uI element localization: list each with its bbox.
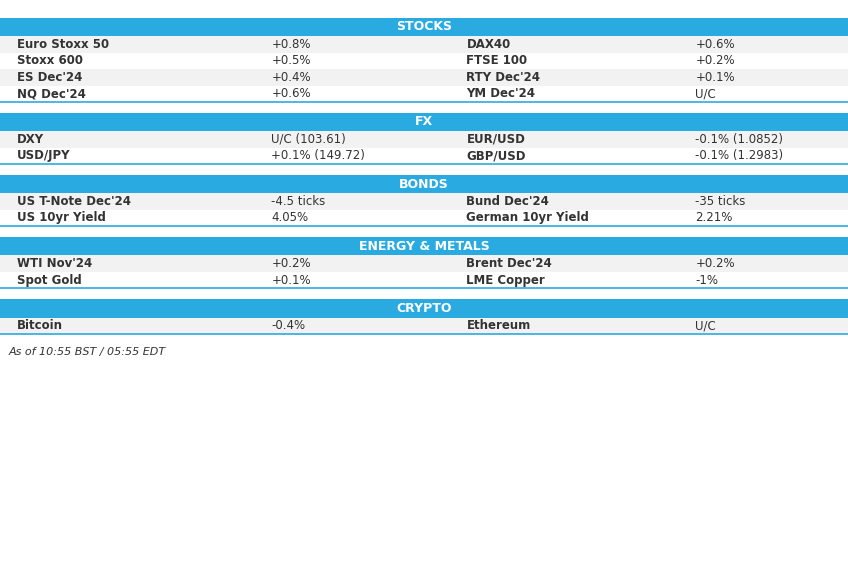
FancyBboxPatch shape xyxy=(0,69,848,86)
Text: RTY Dec'24: RTY Dec'24 xyxy=(466,71,540,84)
Text: Euro Stoxx 50: Euro Stoxx 50 xyxy=(17,38,109,51)
Text: -0.4%: -0.4% xyxy=(271,319,305,332)
Text: -0.1% (1.0852): -0.1% (1.0852) xyxy=(695,133,784,146)
Text: +0.6%: +0.6% xyxy=(695,38,735,51)
Text: 4.05%: 4.05% xyxy=(271,212,309,224)
FancyBboxPatch shape xyxy=(0,237,848,255)
Text: +0.1%: +0.1% xyxy=(271,274,311,287)
Text: Stoxx 600: Stoxx 600 xyxy=(17,54,83,67)
FancyBboxPatch shape xyxy=(0,272,848,288)
Text: +0.2%: +0.2% xyxy=(695,54,735,67)
Text: +0.6%: +0.6% xyxy=(271,87,311,100)
FancyBboxPatch shape xyxy=(0,113,848,131)
FancyBboxPatch shape xyxy=(0,255,848,272)
Text: LME Copper: LME Copper xyxy=(466,274,545,287)
FancyBboxPatch shape xyxy=(0,148,848,164)
Text: +0.4%: +0.4% xyxy=(271,71,311,84)
FancyBboxPatch shape xyxy=(0,193,848,210)
Text: -1%: -1% xyxy=(695,274,718,287)
FancyBboxPatch shape xyxy=(0,36,848,53)
FancyBboxPatch shape xyxy=(0,210,848,226)
FancyBboxPatch shape xyxy=(0,175,848,193)
Text: +0.2%: +0.2% xyxy=(695,257,735,270)
Text: WTI Nov'24: WTI Nov'24 xyxy=(17,257,92,270)
Text: German 10yr Yield: German 10yr Yield xyxy=(466,212,589,224)
Text: DAX40: DAX40 xyxy=(466,38,510,51)
Text: GBP/USD: GBP/USD xyxy=(466,149,526,162)
Text: FX: FX xyxy=(415,115,433,128)
Text: Spot Gold: Spot Gold xyxy=(17,274,81,287)
Text: 2.21%: 2.21% xyxy=(695,212,733,224)
Text: ES Dec'24: ES Dec'24 xyxy=(17,71,82,84)
Text: -0.1% (1.2983): -0.1% (1.2983) xyxy=(695,149,784,162)
Text: DXY: DXY xyxy=(17,133,44,146)
Text: ENERGY & METALS: ENERGY & METALS xyxy=(359,240,489,253)
Text: +0.1% (149.72): +0.1% (149.72) xyxy=(271,149,365,162)
Text: U/C (103.61): U/C (103.61) xyxy=(271,133,346,146)
FancyBboxPatch shape xyxy=(0,131,848,148)
Text: -4.5 ticks: -4.5 ticks xyxy=(271,195,326,208)
Text: Ethereum: Ethereum xyxy=(466,319,531,332)
Text: NQ Dec'24: NQ Dec'24 xyxy=(17,87,86,100)
Text: CRYPTO: CRYPTO xyxy=(396,302,452,315)
Text: US T-Note Dec'24: US T-Note Dec'24 xyxy=(17,195,131,208)
Text: As of 10:55 BST / 05:55 EDT: As of 10:55 BST / 05:55 EDT xyxy=(8,347,165,357)
Text: +0.8%: +0.8% xyxy=(271,38,311,51)
FancyBboxPatch shape xyxy=(0,299,848,318)
FancyBboxPatch shape xyxy=(0,318,848,334)
Text: U/C: U/C xyxy=(695,319,716,332)
Text: Bitcoin: Bitcoin xyxy=(17,319,63,332)
Text: EUR/USD: EUR/USD xyxy=(466,133,525,146)
FancyBboxPatch shape xyxy=(0,18,848,36)
Text: -35 ticks: -35 ticks xyxy=(695,195,745,208)
FancyBboxPatch shape xyxy=(0,86,848,102)
Text: Brent Dec'24: Brent Dec'24 xyxy=(466,257,552,270)
Text: BONDS: BONDS xyxy=(399,178,449,190)
Text: Bund Dec'24: Bund Dec'24 xyxy=(466,195,550,208)
Text: U/C: U/C xyxy=(695,87,716,100)
Text: YM Dec'24: YM Dec'24 xyxy=(466,87,535,100)
Text: STOCKS: STOCKS xyxy=(396,21,452,33)
Text: FTSE 100: FTSE 100 xyxy=(466,54,527,67)
Text: USD/JPY: USD/JPY xyxy=(17,149,70,162)
Text: +0.1%: +0.1% xyxy=(695,71,735,84)
FancyBboxPatch shape xyxy=(0,53,848,69)
Text: +0.2%: +0.2% xyxy=(271,257,311,270)
Text: US 10yr Yield: US 10yr Yield xyxy=(17,212,106,224)
Text: +0.5%: +0.5% xyxy=(271,54,311,67)
